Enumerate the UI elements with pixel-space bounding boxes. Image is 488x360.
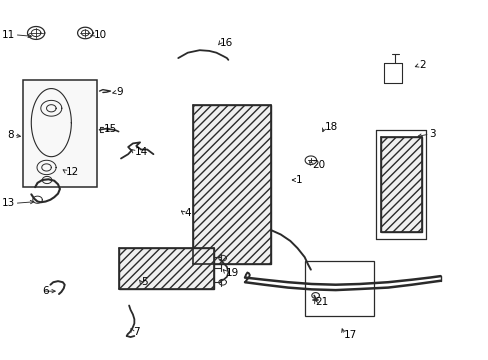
Text: 10: 10 (93, 30, 106, 40)
Bar (192, 105, 271, 264)
Text: 20: 20 (311, 159, 324, 170)
Text: 8: 8 (7, 130, 14, 140)
Bar (119, 248, 214, 289)
Text: 13: 13 (1, 198, 15, 208)
Text: 4: 4 (183, 208, 190, 218)
Bar (380, 137, 421, 232)
Text: 9: 9 (116, 87, 122, 97)
Text: 21: 21 (315, 297, 328, 307)
Bar (304, 261, 373, 316)
Text: 1: 1 (295, 175, 302, 185)
Text: 14: 14 (134, 147, 147, 157)
Text: 18: 18 (324, 122, 337, 132)
Text: 17: 17 (344, 330, 357, 340)
Text: 5: 5 (141, 277, 147, 287)
Text: 7: 7 (133, 327, 139, 337)
Text: 15: 15 (103, 124, 116, 134)
Text: 3: 3 (429, 129, 435, 139)
Bar (23, 80, 97, 187)
Text: 16: 16 (220, 38, 233, 48)
Text: 12: 12 (66, 167, 79, 177)
Text: 19: 19 (225, 267, 239, 278)
Text: 6: 6 (42, 286, 49, 296)
Text: 2: 2 (418, 60, 425, 70)
Text: 11: 11 (1, 30, 15, 40)
